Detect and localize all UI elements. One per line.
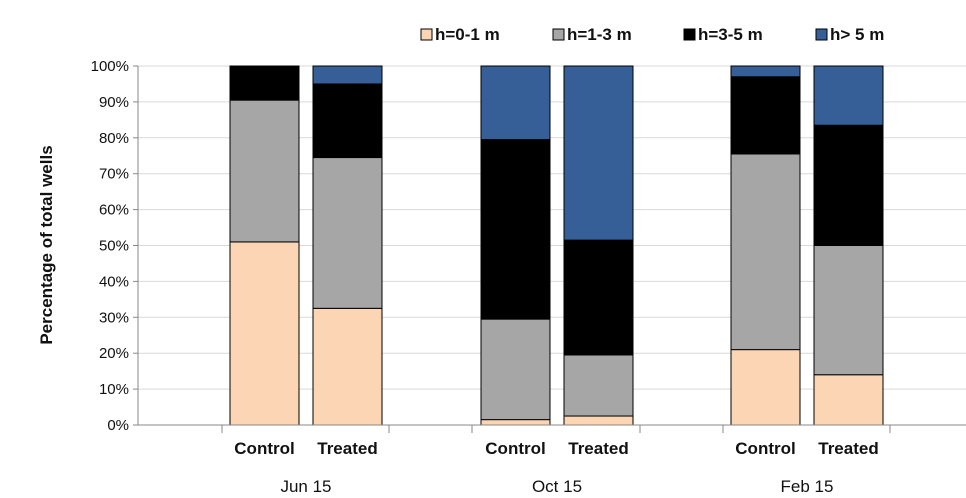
axes: 0% 10% 20% 30% 40% 50% 60% 70% 80% 90% 100% Control… [91, 58, 966, 496]
y-tick-label: 100% [91, 58, 129, 75]
y-axis-label: Percentage of total wells [37, 145, 56, 344]
x-group-label: Oct 15 [532, 477, 582, 496]
legend-swatch [420, 28, 433, 41]
bar-segment [563, 65, 634, 241]
bars [229, 65, 884, 426]
legend-label: h=3-5 m [698, 25, 763, 44]
bar-segment [229, 65, 300, 101]
legend-swatch [552, 28, 565, 41]
x-category-label: Treated [818, 439, 878, 458]
x-group-label: Jun 15 [280, 477, 331, 496]
bar-segment [730, 349, 801, 426]
legend-swatch [683, 28, 696, 41]
x-group-label: Feb 15 [781, 477, 834, 496]
bar-segment [813, 124, 884, 246]
y-tick-label: 10% [99, 381, 129, 398]
y-tick-label: 70% [99, 166, 129, 183]
legend-swatch [815, 28, 828, 41]
x-category-label: Control [234, 439, 294, 458]
bar-segment [480, 318, 551, 421]
bar-segment [730, 153, 801, 351]
bar-segment [730, 65, 801, 78]
y-tick-label: 90% [99, 94, 129, 111]
x-category-label: Control [485, 439, 545, 458]
bar-segment [730, 76, 801, 155]
y-tick-label: 40% [99, 273, 129, 290]
x-category-label: Control [735, 439, 795, 458]
x-category-label: Treated [317, 439, 377, 458]
bar-segment [813, 65, 884, 126]
x-category-label: Treated [568, 439, 628, 458]
y-tick-label: 50% [99, 238, 129, 255]
y-tick-label: 0% [107, 417, 129, 434]
bar-segment [229, 99, 300, 243]
bar-segment [312, 83, 383, 159]
bar-segment [563, 239, 634, 356]
bar-segment [813, 374, 884, 426]
bar-segment [480, 65, 551, 141]
legend-label: h> 5 m [830, 25, 884, 44]
y-tick-label: 30% [99, 309, 129, 326]
bar-segment [312, 65, 383, 85]
bar-segment [312, 157, 383, 309]
legend: h=0-1 m h=1-3 m h=3-5 m h> 5 m [420, 25, 884, 44]
bar-segment [480, 419, 551, 426]
y-tick-label: 60% [99, 202, 129, 219]
bar-segment [229, 241, 300, 426]
y-tick-label: 80% [99, 130, 129, 147]
y-tick-label: 20% [99, 345, 129, 362]
bar-segment [563, 354, 634, 417]
legend-label: h=0-1 m [435, 25, 500, 44]
bar-segment [563, 415, 634, 426]
bar-segment [480, 139, 551, 320]
bar-segment [312, 307, 383, 426]
legend-label: h=1-3 m [567, 25, 632, 44]
bar-segment [813, 245, 884, 376]
